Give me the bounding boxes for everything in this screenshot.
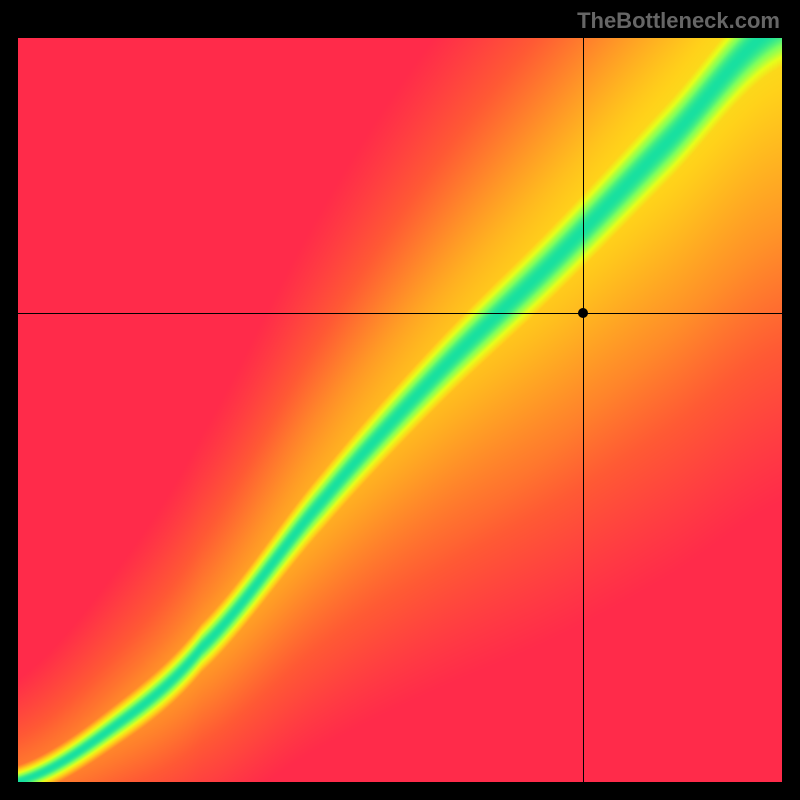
heatmap-plot-area [18,38,782,782]
crosshair-vertical [583,38,584,782]
watermark-text: TheBottleneck.com [577,8,780,34]
chart-container: TheBottleneck.com [0,0,800,800]
crosshair-horizontal [18,313,782,314]
heatmap-canvas [18,38,782,782]
